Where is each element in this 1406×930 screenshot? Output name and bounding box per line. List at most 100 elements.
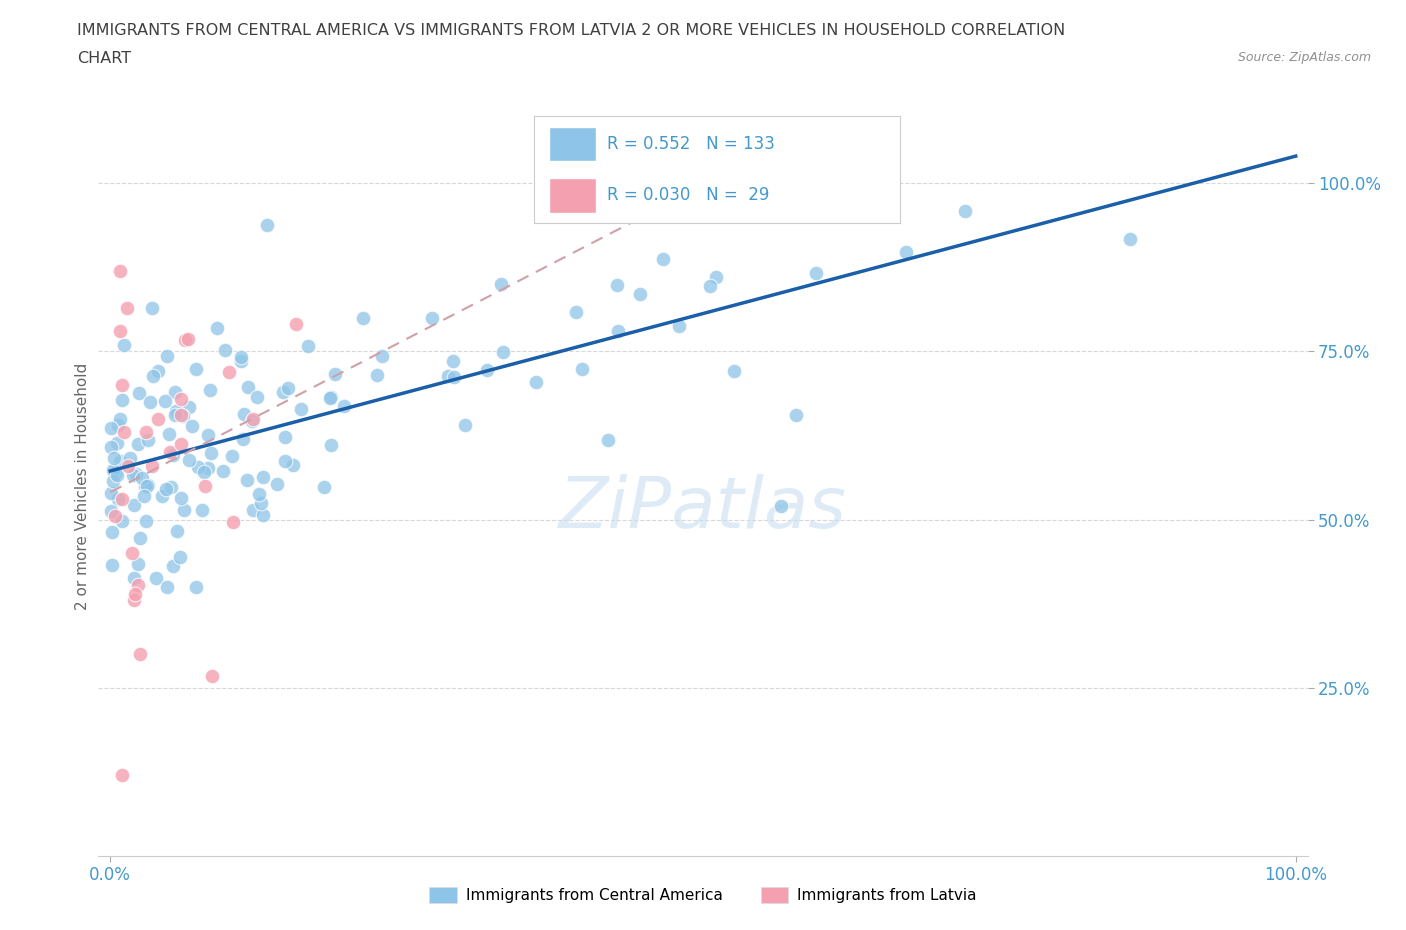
- Point: [699, 279, 721, 294]
- Point: [281, 458, 304, 472]
- Point: [156, 579, 179, 594]
- Point: [108, 324, 131, 339]
- Text: R = 0.030   N =  29: R = 0.030 N = 29: [607, 186, 769, 205]
- Point: [169, 549, 191, 564]
- Point: [766, 206, 789, 221]
- Point: [107, 418, 129, 432]
- Point: [100, 420, 122, 435]
- Point: [131, 471, 153, 485]
- Point: [132, 489, 155, 504]
- Point: [668, 318, 690, 333]
- Point: [124, 498, 146, 512]
- Point: [443, 370, 465, 385]
- Point: [101, 473, 124, 488]
- Point: [454, 418, 477, 432]
- Point: [100, 485, 122, 500]
- Point: [553, 206, 575, 220]
- Point: [146, 364, 169, 379]
- Point: [165, 404, 187, 418]
- Point: [170, 490, 193, 505]
- Point: [117, 458, 139, 473]
- Point: [187, 459, 209, 474]
- Point: [194, 479, 217, 494]
- Point: [250, 496, 273, 511]
- Point: [221, 514, 243, 529]
- Point: [121, 546, 143, 561]
- Point: [200, 445, 222, 460]
- Point: [104, 465, 127, 480]
- Point: [273, 385, 295, 400]
- Point: [606, 277, 628, 292]
- Text: R = 0.552   N = 133: R = 0.552 N = 133: [607, 135, 775, 153]
- Point: [1119, 232, 1142, 246]
- Point: [162, 559, 184, 574]
- Point: [242, 411, 264, 426]
- Point: [333, 399, 356, 414]
- Point: [122, 467, 145, 482]
- Point: [319, 391, 342, 405]
- Point: [146, 411, 169, 426]
- Point: [124, 467, 146, 482]
- Point: [105, 436, 128, 451]
- Point: [162, 448, 184, 463]
- Point: [174, 332, 197, 347]
- Point: [201, 669, 224, 684]
- Point: [370, 349, 392, 364]
- Point: [252, 508, 274, 523]
- Point: [297, 339, 319, 353]
- Point: [277, 380, 299, 395]
- Point: [100, 503, 122, 518]
- Point: [108, 412, 131, 427]
- Point: [103, 463, 125, 478]
- Point: [173, 502, 195, 517]
- Point: [141, 300, 163, 315]
- Point: [107, 491, 129, 506]
- Point: [489, 277, 512, 292]
- Point: [231, 353, 253, 368]
- Point: [103, 465, 125, 480]
- Point: [100, 440, 122, 455]
- Point: [135, 478, 157, 493]
- Point: [129, 530, 152, 545]
- Point: [236, 472, 259, 487]
- Point: [105, 468, 128, 483]
- Point: [134, 479, 156, 494]
- FancyBboxPatch shape: [548, 127, 596, 161]
- Point: [221, 448, 243, 463]
- Legend: Immigrants from Central America, Immigrants from Latvia: Immigrants from Central America, Immigra…: [429, 887, 977, 903]
- Point: [101, 557, 124, 572]
- Point: [129, 646, 152, 661]
- Point: [232, 432, 254, 447]
- Point: [628, 286, 651, 301]
- Point: [172, 408, 194, 423]
- Point: [169, 436, 191, 451]
- Point: [128, 386, 150, 401]
- Point: [256, 218, 278, 232]
- Text: ZiPatlas: ZiPatlas: [560, 473, 846, 542]
- Point: [437, 368, 460, 383]
- Point: [205, 321, 228, 336]
- Point: [197, 460, 219, 475]
- Point: [492, 344, 515, 359]
- Point: [127, 436, 149, 451]
- Point: [115, 300, 138, 315]
- Point: [170, 392, 193, 406]
- Point: [290, 401, 312, 416]
- Point: [312, 480, 335, 495]
- Point: [232, 406, 254, 421]
- Point: [266, 477, 288, 492]
- Point: [184, 362, 207, 377]
- Point: [136, 478, 159, 493]
- Point: [177, 453, 200, 468]
- Point: [193, 464, 215, 479]
- Point: [114, 338, 136, 352]
- Point: [142, 368, 165, 383]
- Point: [111, 767, 134, 782]
- Point: [242, 502, 264, 517]
- Point: [141, 458, 163, 473]
- Point: [135, 425, 157, 440]
- Point: [127, 556, 149, 571]
- Point: [160, 479, 183, 494]
- Point: [571, 362, 593, 377]
- Y-axis label: 2 or more Vehicles in Household: 2 or more Vehicles in Household: [75, 363, 90, 609]
